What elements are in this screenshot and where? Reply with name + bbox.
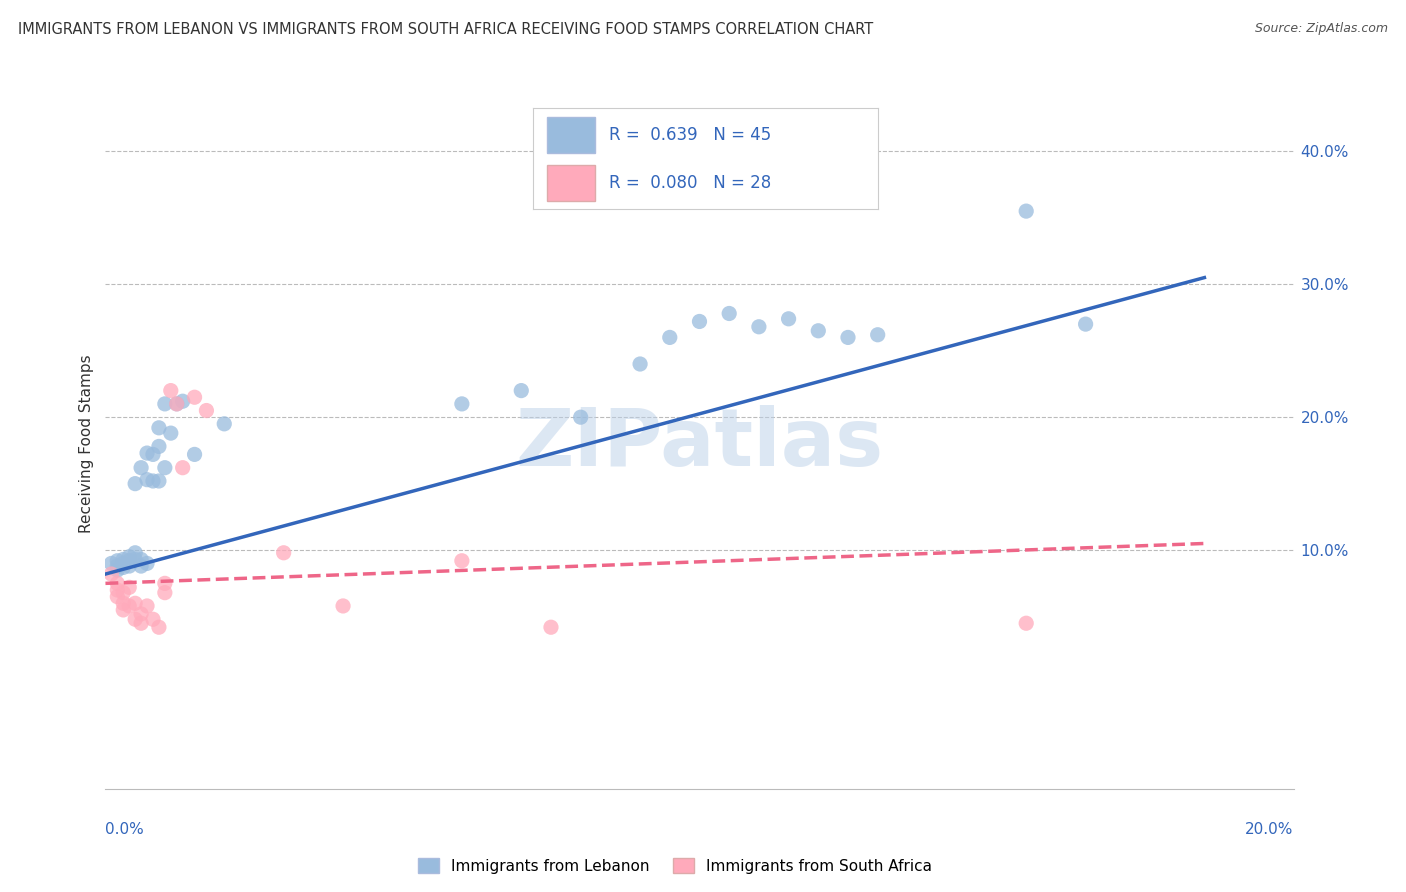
Text: Source: ZipAtlas.com: Source: ZipAtlas.com xyxy=(1254,22,1388,36)
Y-axis label: Receiving Food Stamps: Receiving Food Stamps xyxy=(79,354,94,533)
Point xyxy=(118,580,141,594)
Point xyxy=(195,403,218,417)
Point xyxy=(112,557,135,571)
Point xyxy=(124,596,146,610)
Point xyxy=(166,397,188,411)
Point xyxy=(136,473,159,487)
Point xyxy=(142,612,165,626)
Point xyxy=(136,446,159,460)
Point xyxy=(1015,616,1038,631)
Point xyxy=(118,549,141,564)
Point xyxy=(129,616,152,631)
FancyBboxPatch shape xyxy=(547,117,595,153)
Point xyxy=(450,554,472,568)
Point xyxy=(658,330,681,344)
Point xyxy=(124,552,146,566)
Point xyxy=(105,576,128,591)
Point xyxy=(1074,317,1097,331)
Point xyxy=(748,319,770,334)
Text: R =  0.080   N = 28: R = 0.080 N = 28 xyxy=(609,174,772,192)
Text: 0.0%: 0.0% xyxy=(105,822,145,837)
Point xyxy=(214,417,236,431)
Point xyxy=(540,620,562,634)
Point xyxy=(148,421,170,435)
Point xyxy=(100,567,122,582)
Point xyxy=(183,390,205,404)
Point xyxy=(778,311,800,326)
Point xyxy=(118,554,141,568)
Point xyxy=(837,330,859,344)
Point xyxy=(136,599,159,613)
Point xyxy=(100,557,122,571)
Point xyxy=(148,620,170,634)
Point xyxy=(129,559,152,574)
Text: R =  0.639   N = 45: R = 0.639 N = 45 xyxy=(609,126,772,144)
Point xyxy=(159,426,181,441)
Point xyxy=(124,476,146,491)
Point xyxy=(807,324,830,338)
Point xyxy=(148,474,170,488)
Point xyxy=(450,397,472,411)
Point xyxy=(129,607,152,621)
Point xyxy=(112,560,135,574)
Point xyxy=(105,563,128,577)
Point xyxy=(510,384,533,398)
Point xyxy=(118,599,141,613)
FancyBboxPatch shape xyxy=(547,165,595,201)
Point xyxy=(112,552,135,566)
Point xyxy=(273,546,295,560)
Text: IMMIGRANTS FROM LEBANON VS IMMIGRANTS FROM SOUTH AFRICA RECEIVING FOOD STAMPS CO: IMMIGRANTS FROM LEBANON VS IMMIGRANTS FR… xyxy=(18,22,873,37)
Point xyxy=(124,612,146,626)
Point xyxy=(718,306,741,320)
Point xyxy=(124,546,146,560)
Point xyxy=(105,582,128,597)
Point xyxy=(105,559,128,574)
Point xyxy=(153,576,176,591)
Point xyxy=(105,554,128,568)
Point xyxy=(142,474,165,488)
Point xyxy=(1015,204,1038,219)
Point xyxy=(118,559,141,574)
Point xyxy=(166,397,188,411)
Point xyxy=(159,384,181,398)
Point xyxy=(569,410,592,425)
Point xyxy=(172,460,194,475)
Point xyxy=(129,552,152,566)
Point xyxy=(153,460,176,475)
Point xyxy=(172,394,194,409)
Point xyxy=(183,447,205,461)
Point xyxy=(112,585,135,599)
Point xyxy=(148,439,170,453)
Point xyxy=(628,357,651,371)
Point xyxy=(866,327,889,342)
Point xyxy=(105,590,128,604)
Point xyxy=(142,447,165,461)
Point xyxy=(153,585,176,599)
Point xyxy=(136,557,159,571)
Point xyxy=(112,596,135,610)
Legend: Immigrants from Lebanon, Immigrants from South Africa: Immigrants from Lebanon, Immigrants from… xyxy=(412,852,938,880)
Text: ZIPatlas: ZIPatlas xyxy=(516,405,883,483)
Text: 20.0%: 20.0% xyxy=(1246,822,1294,837)
Point xyxy=(153,397,176,411)
Point xyxy=(689,314,711,328)
Point xyxy=(332,599,354,613)
Point xyxy=(129,460,152,475)
Point xyxy=(112,603,135,617)
